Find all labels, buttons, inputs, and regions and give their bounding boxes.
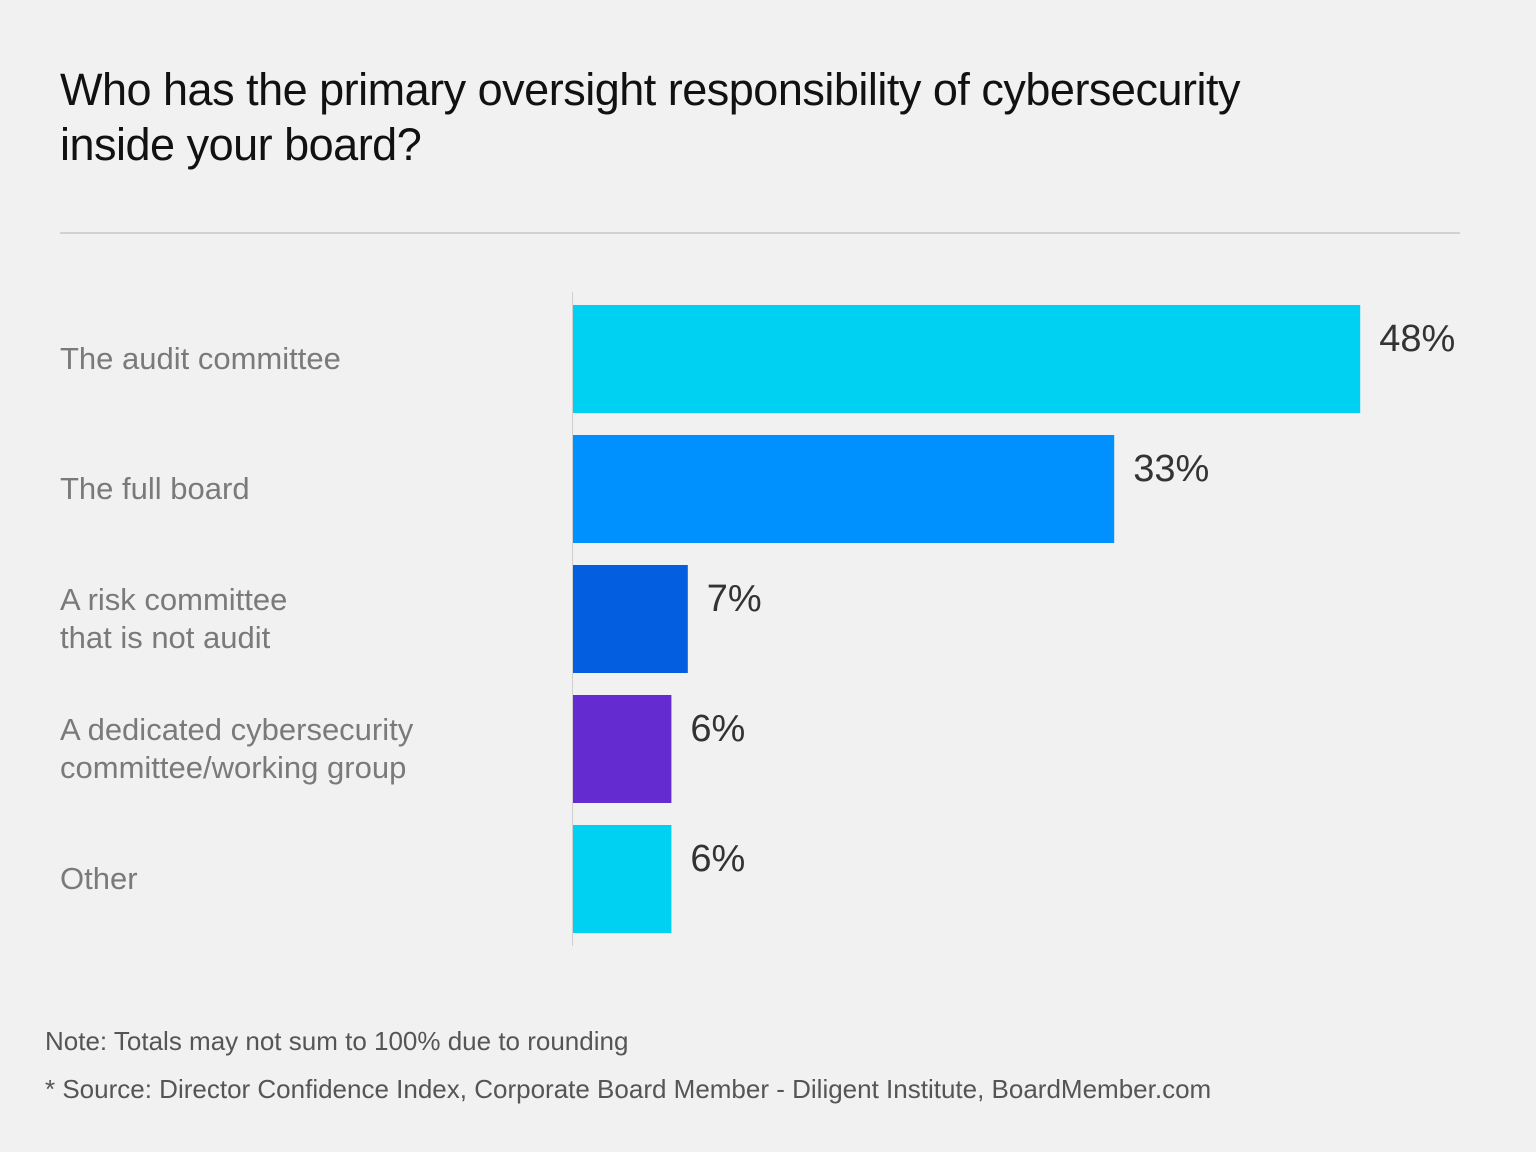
bar-2 [573, 435, 1115, 543]
value-label-4: 6% [690, 708, 745, 750]
value-label-1: 48% [1379, 318, 1455, 360]
bars-layer: 48% The audit committee 33% The full board 7… [60, 305, 1455, 933]
category-label-3-line-1: A risk committee [60, 582, 287, 617]
chart-title-line-2: inside your board? [60, 119, 422, 170]
bar-3 [573, 565, 688, 673]
value-label-5: 6% [690, 838, 745, 880]
bar-5 [573, 825, 672, 933]
bar-1 [573, 305, 1361, 413]
value-label-2: 33% [1133, 448, 1209, 490]
category-label-5-line-1: Other [60, 861, 138, 896]
footnote-note: Note: Totals may not sum to 100% due to … [45, 1026, 629, 1056]
value-label-3: 7% [707, 578, 762, 620]
chart-title-line-1: Who has the primary oversight responsibi… [60, 64, 1240, 115]
title-divider [60, 232, 1460, 234]
bar-chart: 48% The audit committee 33% The full board 7… [60, 292, 1455, 946]
category-label-2-line-1: The full board [60, 471, 250, 506]
chart-title: Who has the primary oversight responsibi… [60, 62, 1460, 172]
bar-4 [573, 695, 672, 803]
category-label-1-line-1: The audit committee [60, 341, 341, 376]
category-label-3-line-2: that is not audit [60, 620, 271, 655]
category-label-4-line-2: committee/working group [60, 750, 406, 785]
footnote-source: * Source: Director Confidence Index, Cor… [45, 1074, 1212, 1104]
category-label-4-line-1: A dedicated cybersecurity [60, 712, 414, 747]
